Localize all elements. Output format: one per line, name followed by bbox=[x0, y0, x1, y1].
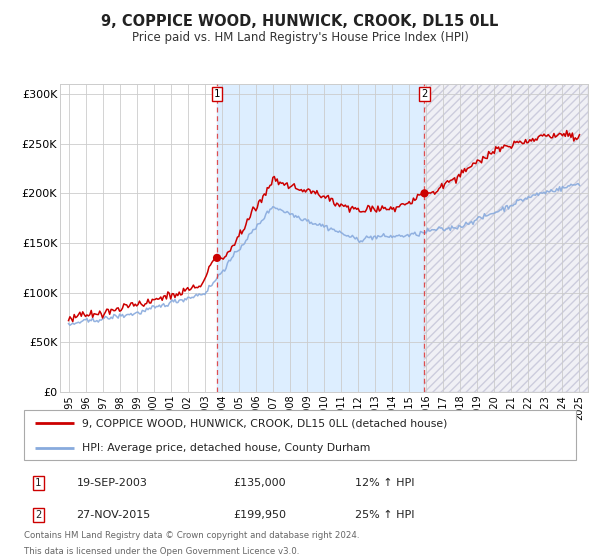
Text: 1: 1 bbox=[214, 89, 220, 99]
Text: Contains HM Land Registry data © Crown copyright and database right 2024.: Contains HM Land Registry data © Crown c… bbox=[24, 531, 359, 540]
Bar bbox=[217, 84, 424, 392]
Text: HPI: Average price, detached house, County Durham: HPI: Average price, detached house, Coun… bbox=[82, 442, 370, 452]
Text: 2: 2 bbox=[35, 510, 41, 520]
Bar bbox=[424, 84, 588, 392]
Text: 9, COPPICE WOOD, HUNWICK, CROOK, DL15 0LL (detached house): 9, COPPICE WOOD, HUNWICK, CROOK, DL15 0L… bbox=[82, 418, 448, 428]
FancyBboxPatch shape bbox=[24, 410, 576, 460]
Point bbox=[212, 253, 222, 262]
Text: £199,950: £199,950 bbox=[234, 510, 287, 520]
Point bbox=[419, 189, 429, 198]
Text: 19-SEP-2003: 19-SEP-2003 bbox=[76, 478, 148, 488]
Text: 12% ↑ HPI: 12% ↑ HPI bbox=[355, 478, 415, 488]
Text: Price paid vs. HM Land Registry's House Price Index (HPI): Price paid vs. HM Land Registry's House … bbox=[131, 31, 469, 44]
Text: 2: 2 bbox=[421, 89, 428, 99]
Text: £135,000: £135,000 bbox=[234, 478, 286, 488]
Text: 25% ↑ HPI: 25% ↑ HPI bbox=[355, 510, 415, 520]
Text: 9, COPPICE WOOD, HUNWICK, CROOK, DL15 0LL: 9, COPPICE WOOD, HUNWICK, CROOK, DL15 0L… bbox=[101, 14, 499, 29]
Text: This data is licensed under the Open Government Licence v3.0.: This data is licensed under the Open Gov… bbox=[24, 548, 299, 557]
Text: 27-NOV-2015: 27-NOV-2015 bbox=[76, 510, 151, 520]
Bar bbox=[424, 84, 588, 392]
Text: 1: 1 bbox=[35, 478, 41, 488]
